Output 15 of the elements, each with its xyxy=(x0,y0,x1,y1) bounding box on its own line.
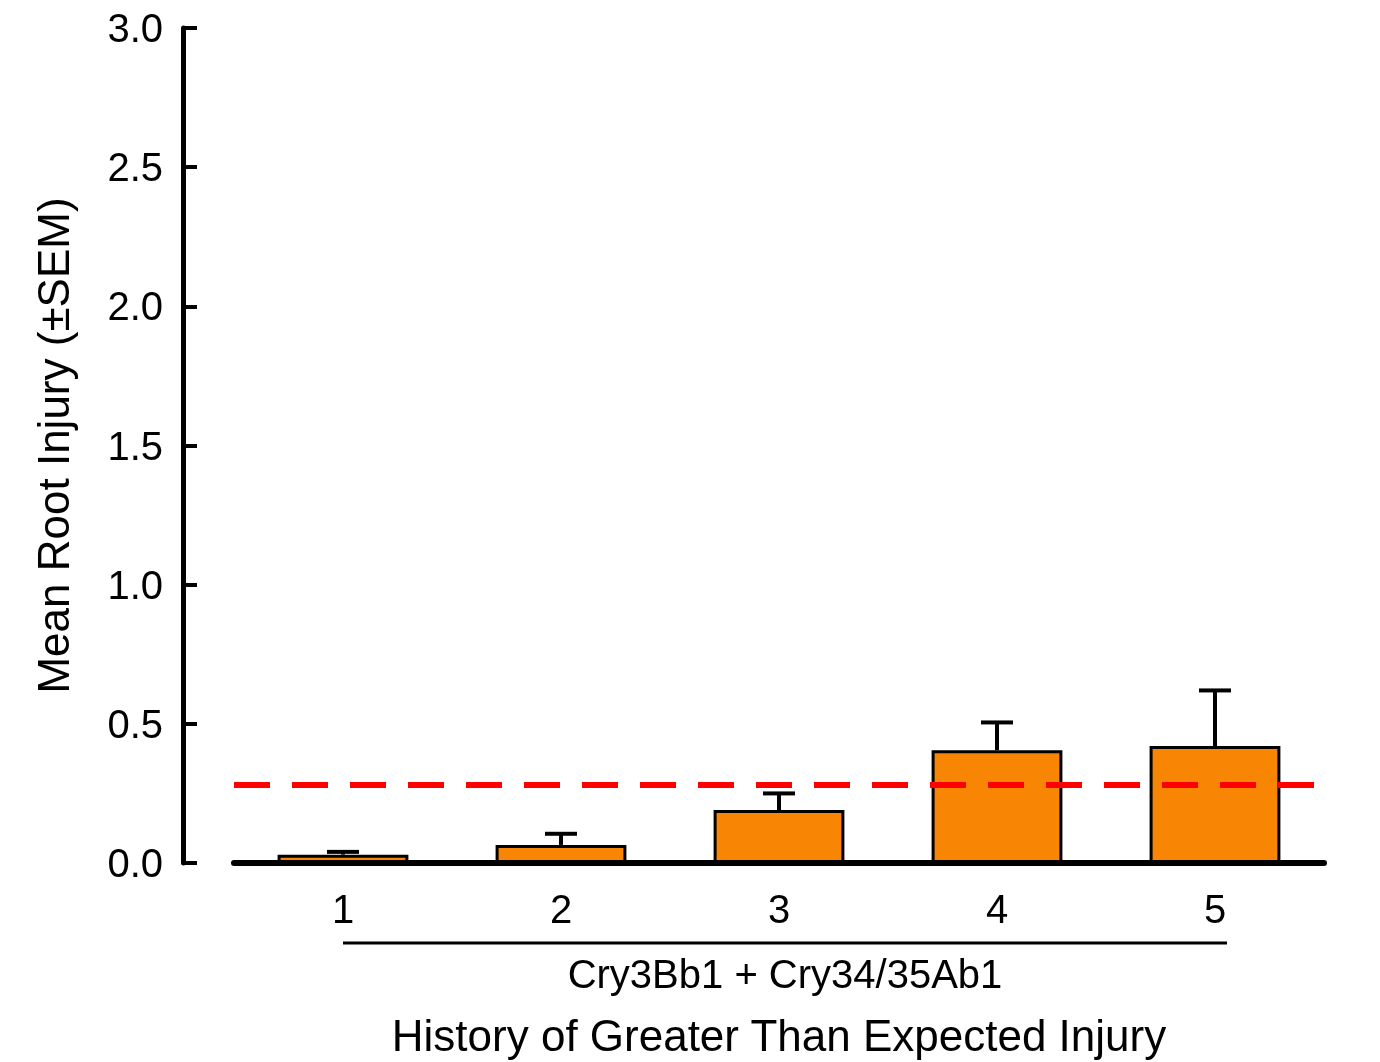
y-tick-label: 2.5 xyxy=(107,145,163,190)
x-tick-label: 5 xyxy=(1203,887,1227,931)
y-tick-label: 1.0 xyxy=(107,562,163,607)
y-tick-label: 2.0 xyxy=(107,284,163,329)
x-axis-title: History of Greater Than Expected Injury xyxy=(391,1010,1167,1060)
text: Cry3Bb1 + Cry34/35Ab1 xyxy=(567,952,1003,996)
x-tick-label: 2 xyxy=(549,887,573,931)
y-tick-label: 1.5 xyxy=(107,423,163,468)
x-tick-label: 1 xyxy=(331,887,355,931)
x-tick-label: 4 xyxy=(985,887,1009,931)
y-tick-label: 0.5 xyxy=(107,701,163,746)
y-tick-label: 0.0 xyxy=(107,841,163,885)
x-tick-label: 3 xyxy=(767,887,791,931)
y-axis-title: Mean Root Injury (±SEM) xyxy=(28,197,78,694)
y-tick-label: 3.0 xyxy=(107,6,163,50)
